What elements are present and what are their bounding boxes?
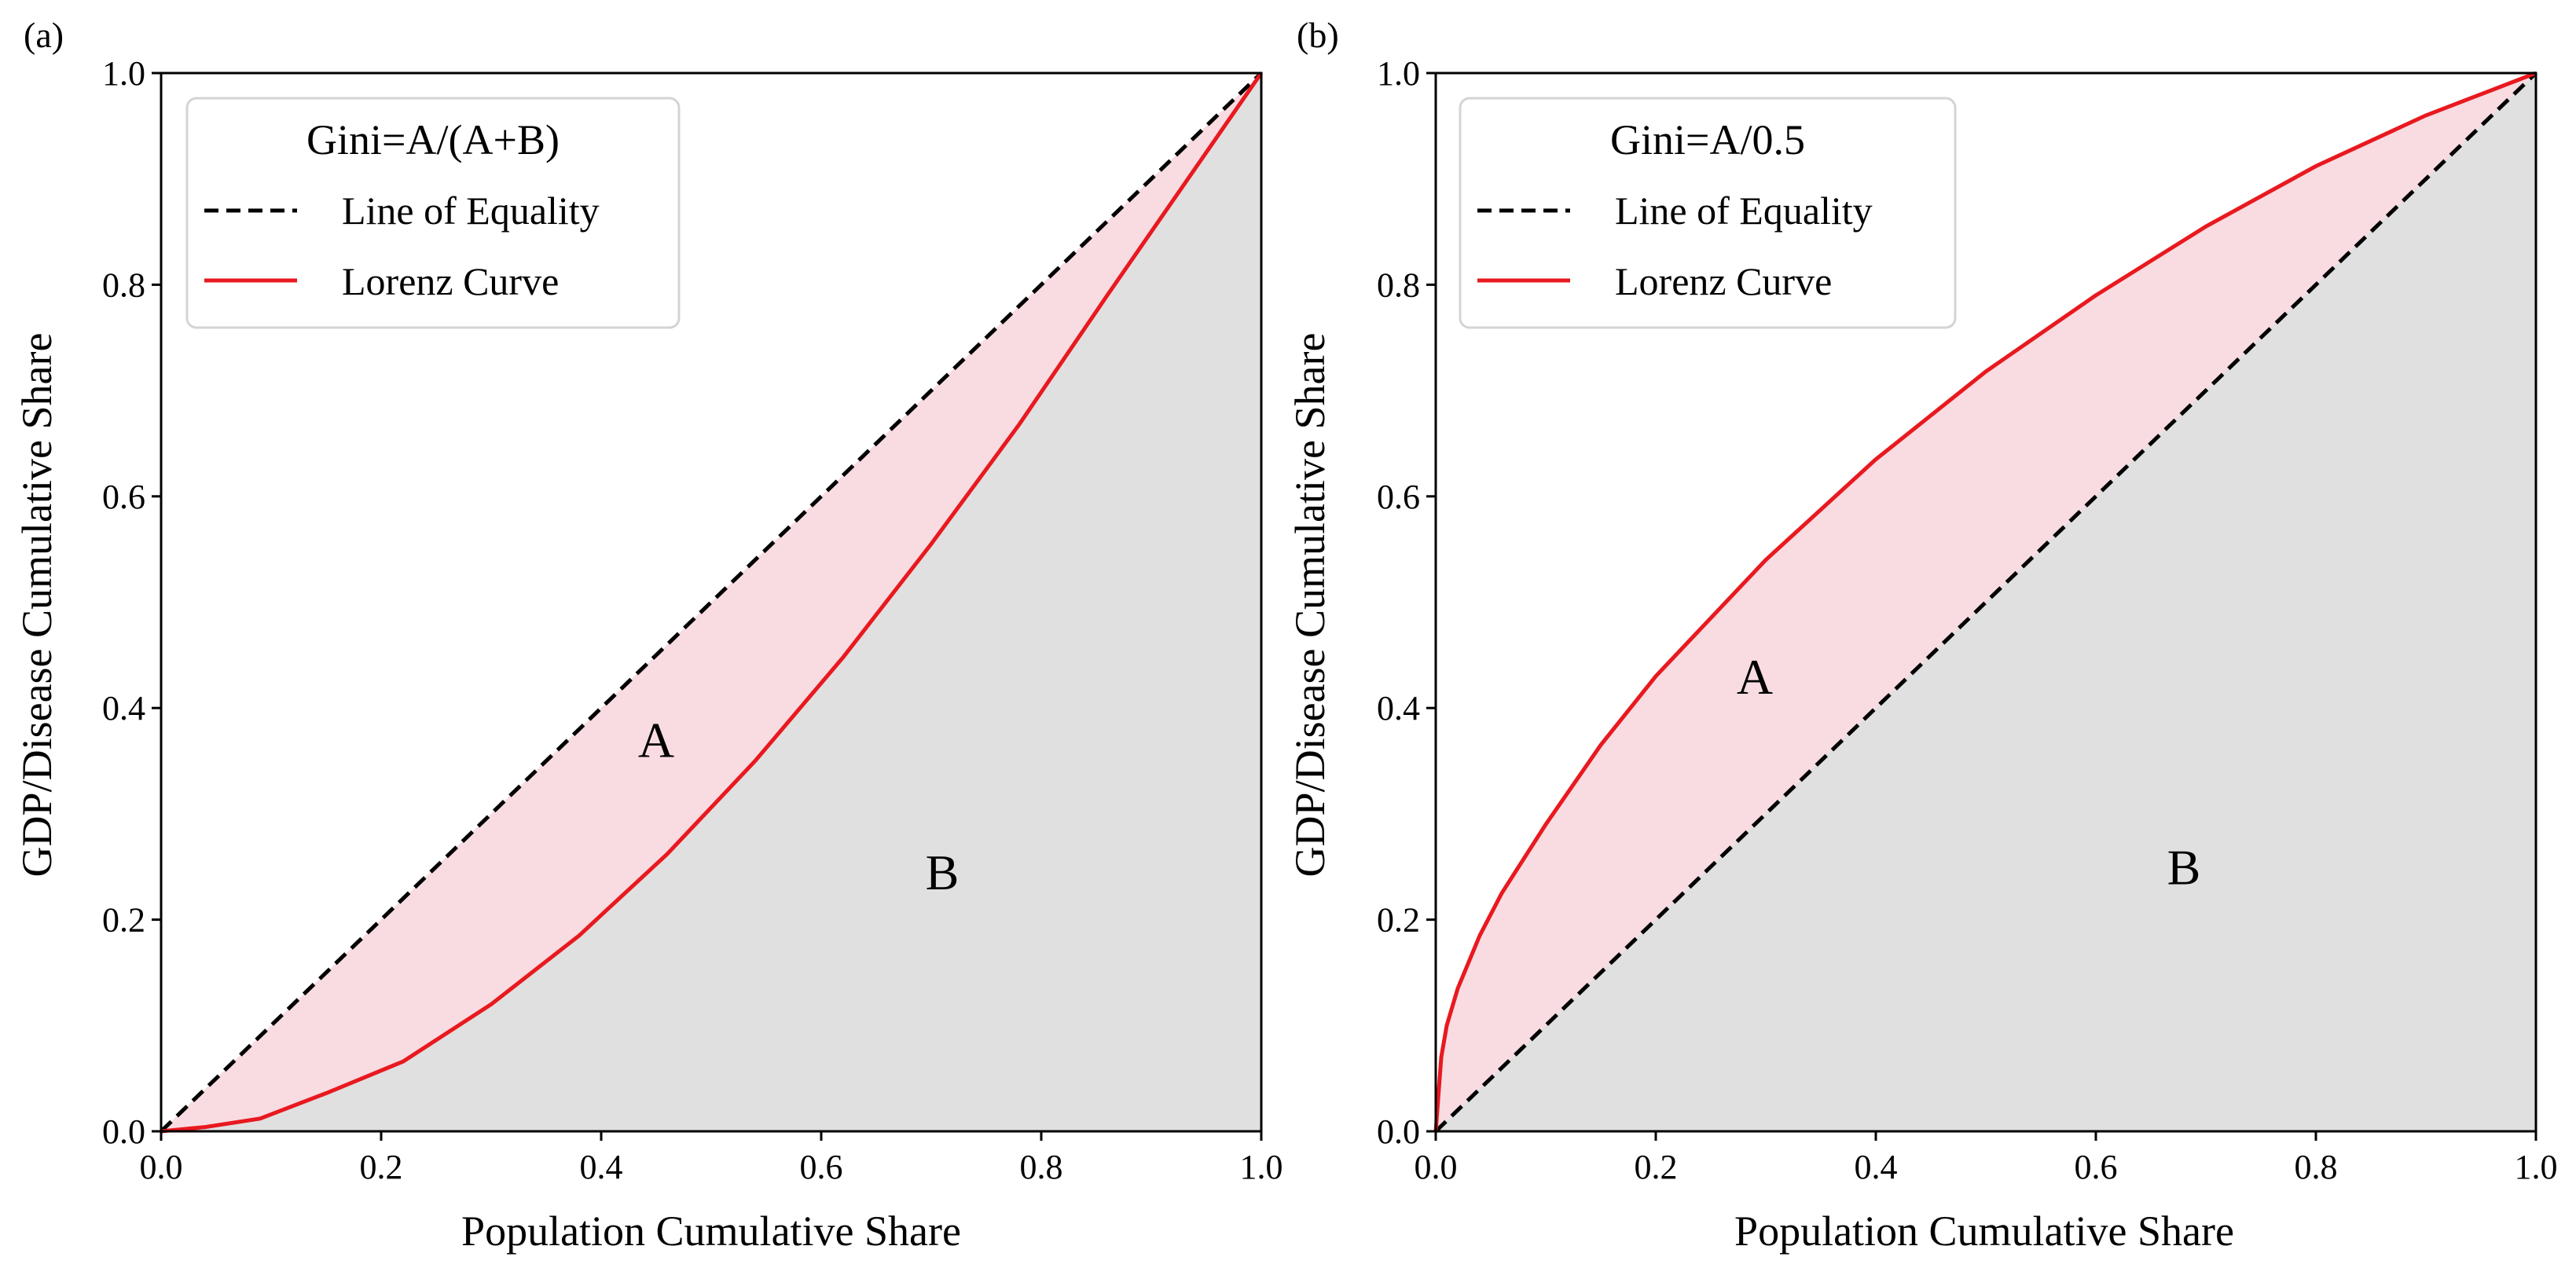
y-tick-label: 1.0 <box>102 54 145 93</box>
x-tick-label: 0.6 <box>800 1148 843 1186</box>
legend: Gini=A/0.5 Line of Equality Lorenz Curve <box>1459 97 1957 329</box>
y-tick-label: 0.6 <box>102 478 145 516</box>
region-label-a: A <box>1737 649 1773 705</box>
x-tick-label: 0.0 <box>140 1148 183 1186</box>
y-tick-label: 0.4 <box>102 689 145 727</box>
y-tick-label: 0.0 <box>1377 1112 1420 1151</box>
y-tick-label: 0.6 <box>1377 478 1420 516</box>
x-axis-label: Population Cumulative Share <box>1734 1208 2234 1255</box>
x-tick-label: 0.0 <box>1415 1148 1458 1186</box>
y-axis-ticks: 0.0 0.2 0.4 0.6 0.8 1.0 <box>1377 54 1436 1151</box>
plot-frame <box>1434 71 2537 1133</box>
lorenz-curve <box>1433 71 2537 1132</box>
y-axis-label: GDP/Disease Cumulative Share <box>13 333 61 878</box>
plot-frame <box>160 71 1263 1133</box>
legend-title: Gini=A/(A+B) <box>306 116 560 163</box>
panel-a: (a) 0.0 0.2 0.4 0.6 0.8 1.0 0.0 0.2 0.4 0.6 0.8 1.… <box>13 15 1283 1255</box>
legend-label-lorenz: Lorenz Curve <box>1615 259 1832 303</box>
legend: Gini=A/(A+B) Line of Equality Lorenz Cur… <box>185 97 681 329</box>
legend-label-equality: Line of Equality <box>1615 189 1873 233</box>
x-axis-ticks: 0.0 0.2 0.4 0.6 0.8 1.0 <box>1415 1131 2558 1186</box>
y-tick-label: 0.8 <box>1377 266 1420 304</box>
line-of-equality <box>1434 71 2537 1133</box>
x-tick-label: 0.2 <box>360 1148 403 1186</box>
legend-title: Gini=A/0.5 <box>1610 116 1805 163</box>
region-label-b: B <box>926 845 960 900</box>
legend-box <box>185 97 681 329</box>
x-tick-label: 1.0 <box>1240 1148 1283 1186</box>
lorenz-curve <box>160 71 1264 1134</box>
panel-label-b: (b) <box>1297 15 1339 55</box>
region-label-a: A <box>638 713 674 768</box>
y-tick-label: 0.4 <box>1377 689 1420 727</box>
y-axis-ticks: 0.0 0.2 0.4 0.6 0.8 1.0 <box>102 54 161 1151</box>
legend-label-lorenz: Lorenz Curve <box>342 259 559 303</box>
y-tick-label: 0.2 <box>1377 901 1420 940</box>
x-tick-label: 1.0 <box>2515 1148 2558 1186</box>
x-tick-label: 0.8 <box>2295 1148 2338 1186</box>
x-tick-label: 0.6 <box>2075 1148 2118 1186</box>
legend-box <box>1459 97 1957 329</box>
y-tick-label: 0.0 <box>102 1112 145 1151</box>
x-tick-label: 0.2 <box>1635 1148 1678 1186</box>
x-axis-ticks: 0.0 0.2 0.4 0.6 0.8 1.0 <box>140 1131 1283 1186</box>
region-label-b: B <box>2167 839 2201 895</box>
x-axis-label: Population Cumulative Share <box>461 1208 961 1255</box>
area-b-fill <box>161 73 1261 1131</box>
legend-label-equality: Line of Equality <box>342 189 600 233</box>
y-tick-label: 1.0 <box>1377 54 1420 93</box>
x-tick-label: 0.8 <box>1020 1148 1063 1186</box>
line-of-equality <box>160 71 1263 1133</box>
y-tick-label: 0.8 <box>102 266 145 304</box>
x-tick-label: 0.4 <box>1855 1148 1898 1186</box>
y-tick-label: 0.2 <box>102 901 145 940</box>
panel-label-a: (a) <box>24 15 64 55</box>
y-axis-label: GDP/Disease Cumulative Share <box>1286 333 1334 878</box>
panel-b: (b) 0.0 0.2 0.4 0.6 0.8 1.0 0.0 0.2 0.4 0.6 0.8 1.… <box>1286 15 2558 1255</box>
x-tick-label: 0.4 <box>580 1148 623 1186</box>
